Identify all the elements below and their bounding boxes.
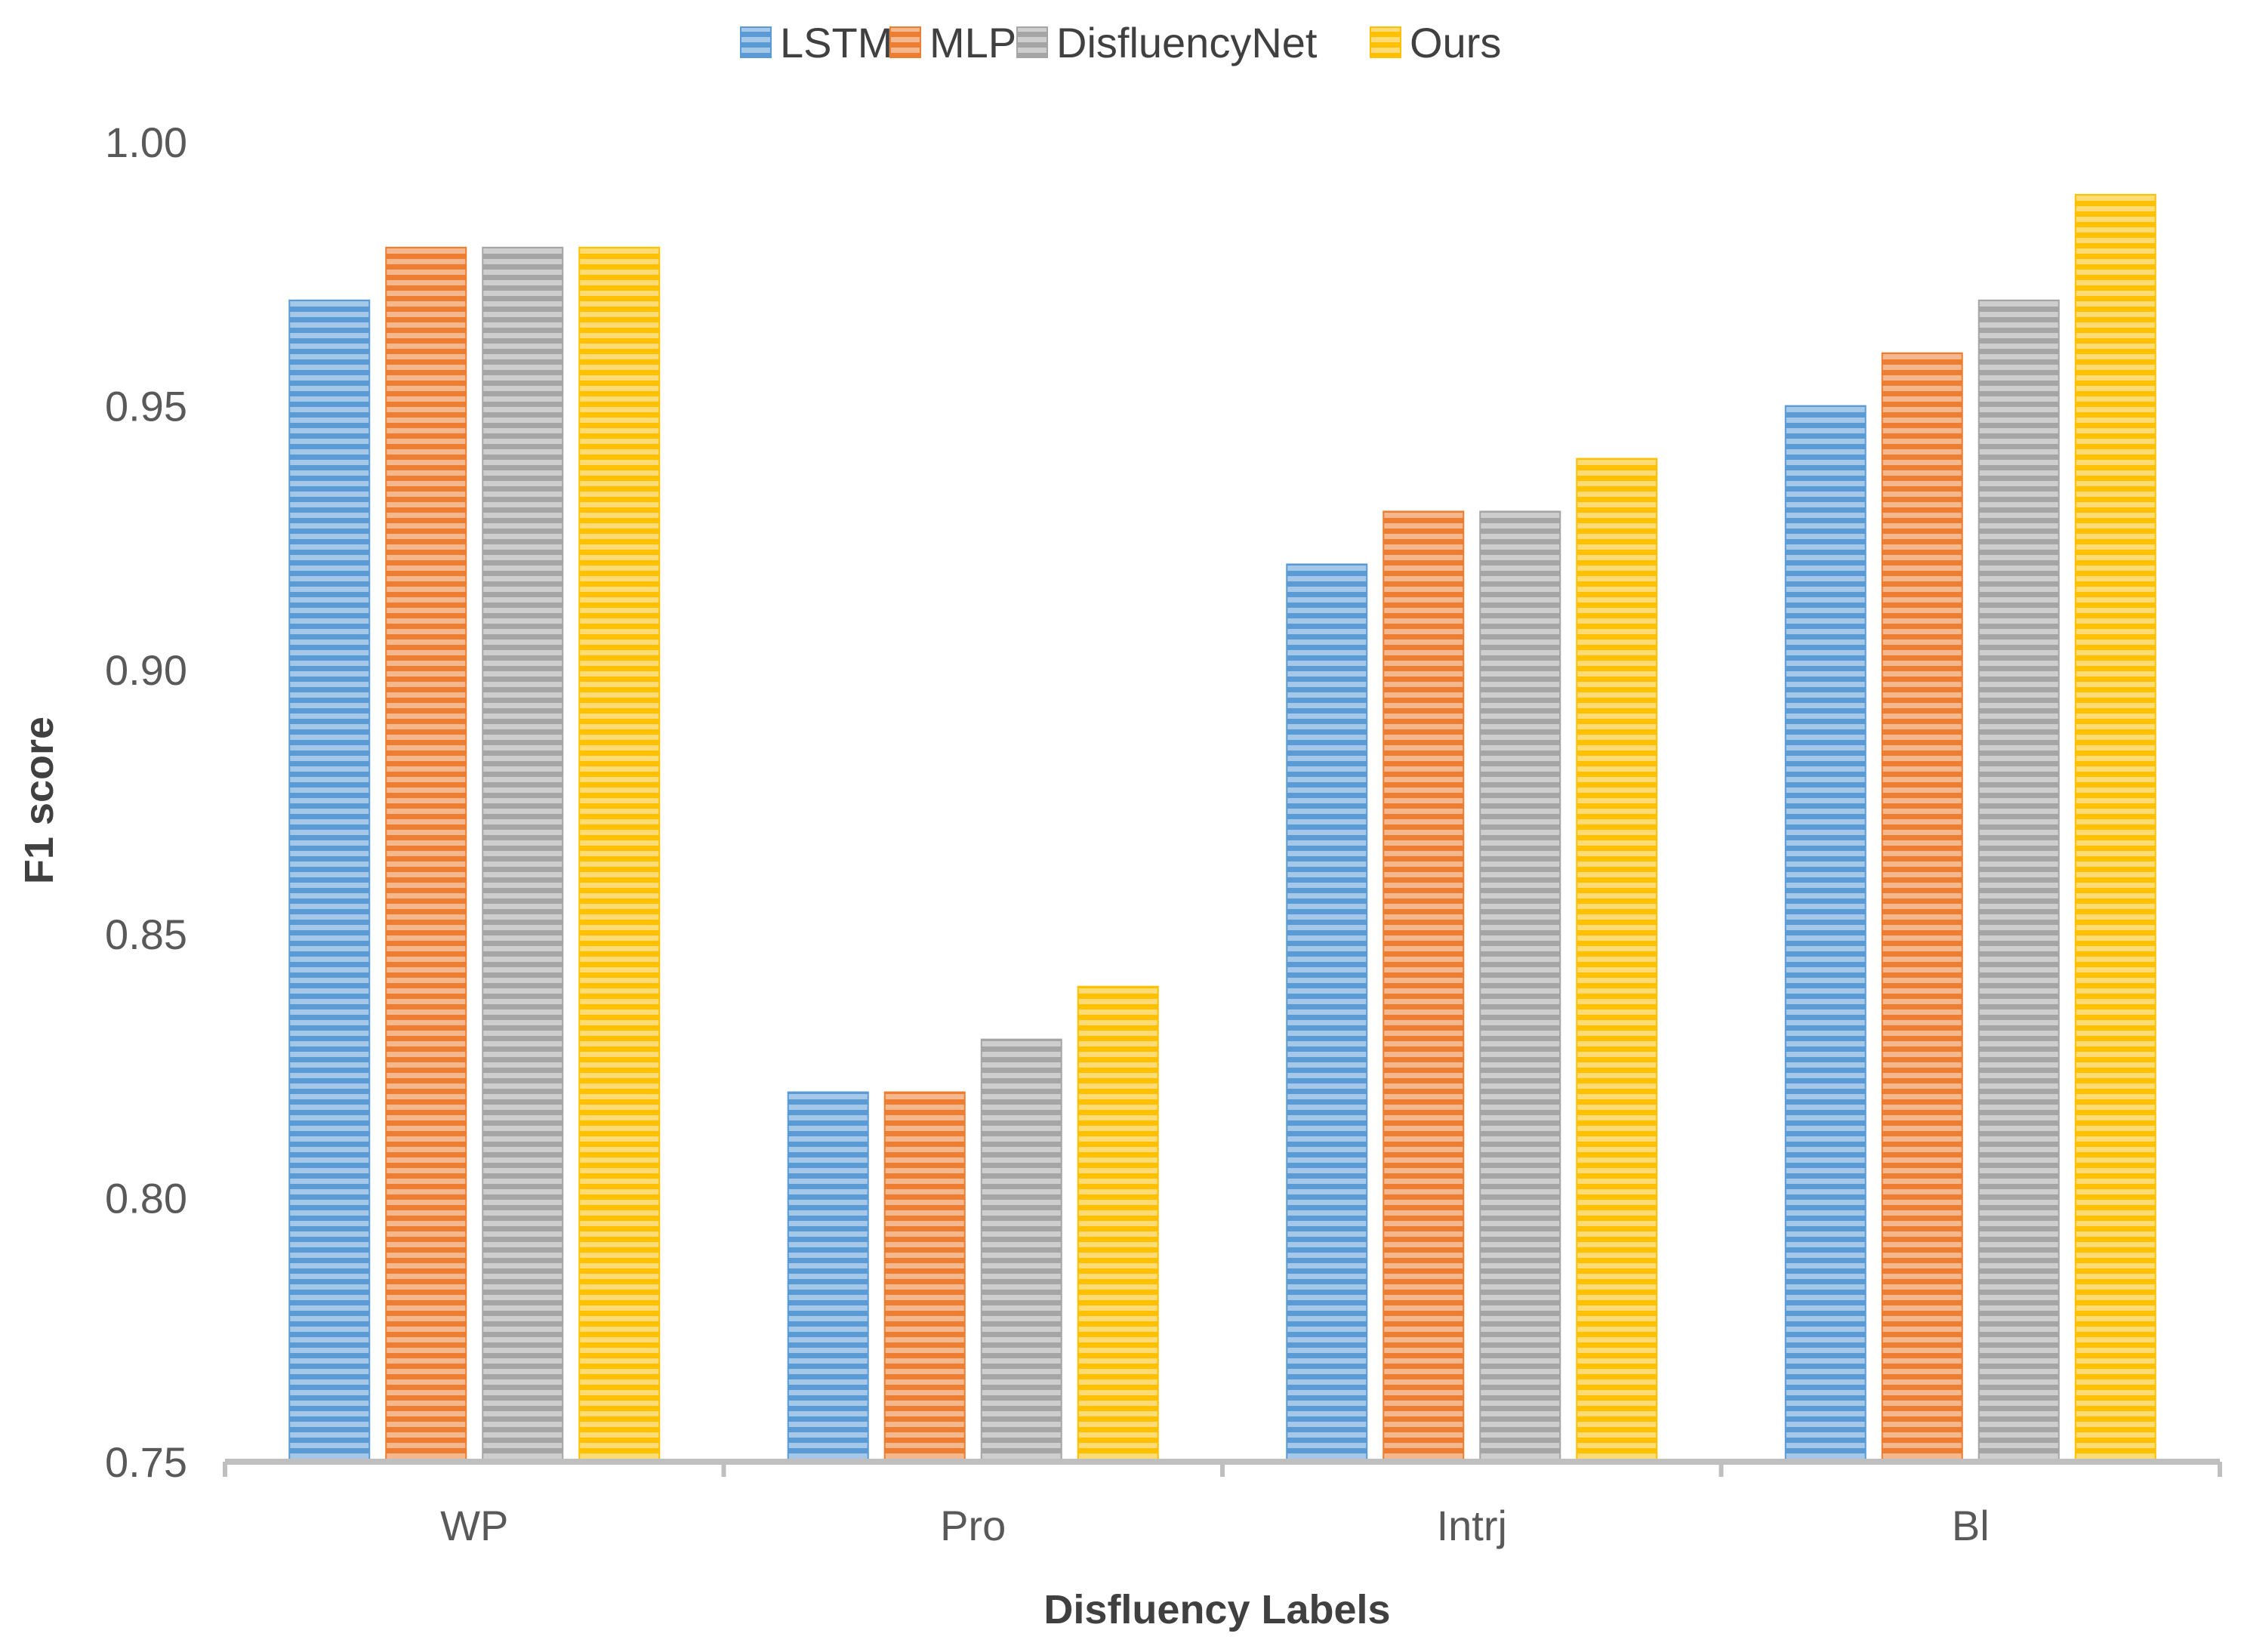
y-tick-label: 1.00 <box>105 119 187 166</box>
y-axis-title: F1 score <box>17 717 62 884</box>
x-axis-title: Disfluency Labels <box>1043 1587 1390 1632</box>
bar-lstm-pro <box>787 1091 869 1463</box>
bar-ours-intrj <box>1576 458 1658 1462</box>
legend-label: DisfluencyNet <box>1056 19 1318 66</box>
legend-swatch <box>889 26 921 58</box>
legend-label: MLP <box>929 19 1016 66</box>
bar-lstm-wp <box>288 299 371 1462</box>
bar-ours-pro <box>1077 985 1159 1462</box>
bar-mlp-bl <box>1881 352 1963 1462</box>
legend-label: LSTM <box>780 19 892 66</box>
bar-disfluencynet-bl <box>1977 299 2060 1462</box>
bar-mlp-wp <box>385 246 467 1463</box>
y-tick-label: 0.80 <box>105 1174 187 1222</box>
x-tick-label: WP <box>440 1502 508 1549</box>
x-axis: WP Pro Intrj Bl <box>223 1459 2222 1549</box>
legend-item-disfluencynet: DisfluencyNet <box>1016 19 1318 66</box>
y-tick-label: 0.75 <box>105 1438 187 1486</box>
bar-disfluencynet-intrj <box>1479 510 1561 1463</box>
legend-item-ours: Ours <box>1370 19 1501 66</box>
x-tick-label: Pro <box>940 1502 1006 1549</box>
y-tick-label: 0.95 <box>105 383 187 430</box>
bars-group <box>288 193 2156 1463</box>
bar-ours-bl <box>2074 193 2156 1462</box>
legend-item-mlp: MLP <box>889 19 1016 66</box>
bar-ours-wp <box>578 246 661 1463</box>
bar-mlp-intrj <box>1383 510 1465 1463</box>
legend: LSTM MLP DisfluencyNet Ours <box>740 19 1501 66</box>
y-axis-ticks: 0.75 0.80 0.85 0.90 0.95 1.00 <box>105 119 187 1486</box>
x-tick-label: Bl <box>1952 1502 1990 1549</box>
y-tick-label: 0.85 <box>105 911 187 958</box>
legend-swatch <box>1016 26 1048 58</box>
x-tick-label: Intrj <box>1437 1502 1507 1549</box>
legend-label: Ours <box>1410 19 1501 66</box>
y-tick-label: 0.90 <box>105 646 187 694</box>
bar-lstm-bl <box>1784 405 1866 1462</box>
bar-disfluencynet-wp <box>482 246 564 1463</box>
legend-swatch <box>1370 26 1401 58</box>
bar-lstm-intrj <box>1286 563 1368 1462</box>
legend-swatch <box>740 26 772 58</box>
bar-disfluencynet-pro <box>980 1038 1062 1462</box>
bar-mlp-pro <box>883 1091 966 1463</box>
legend-item-lstm: LSTM <box>740 19 892 66</box>
